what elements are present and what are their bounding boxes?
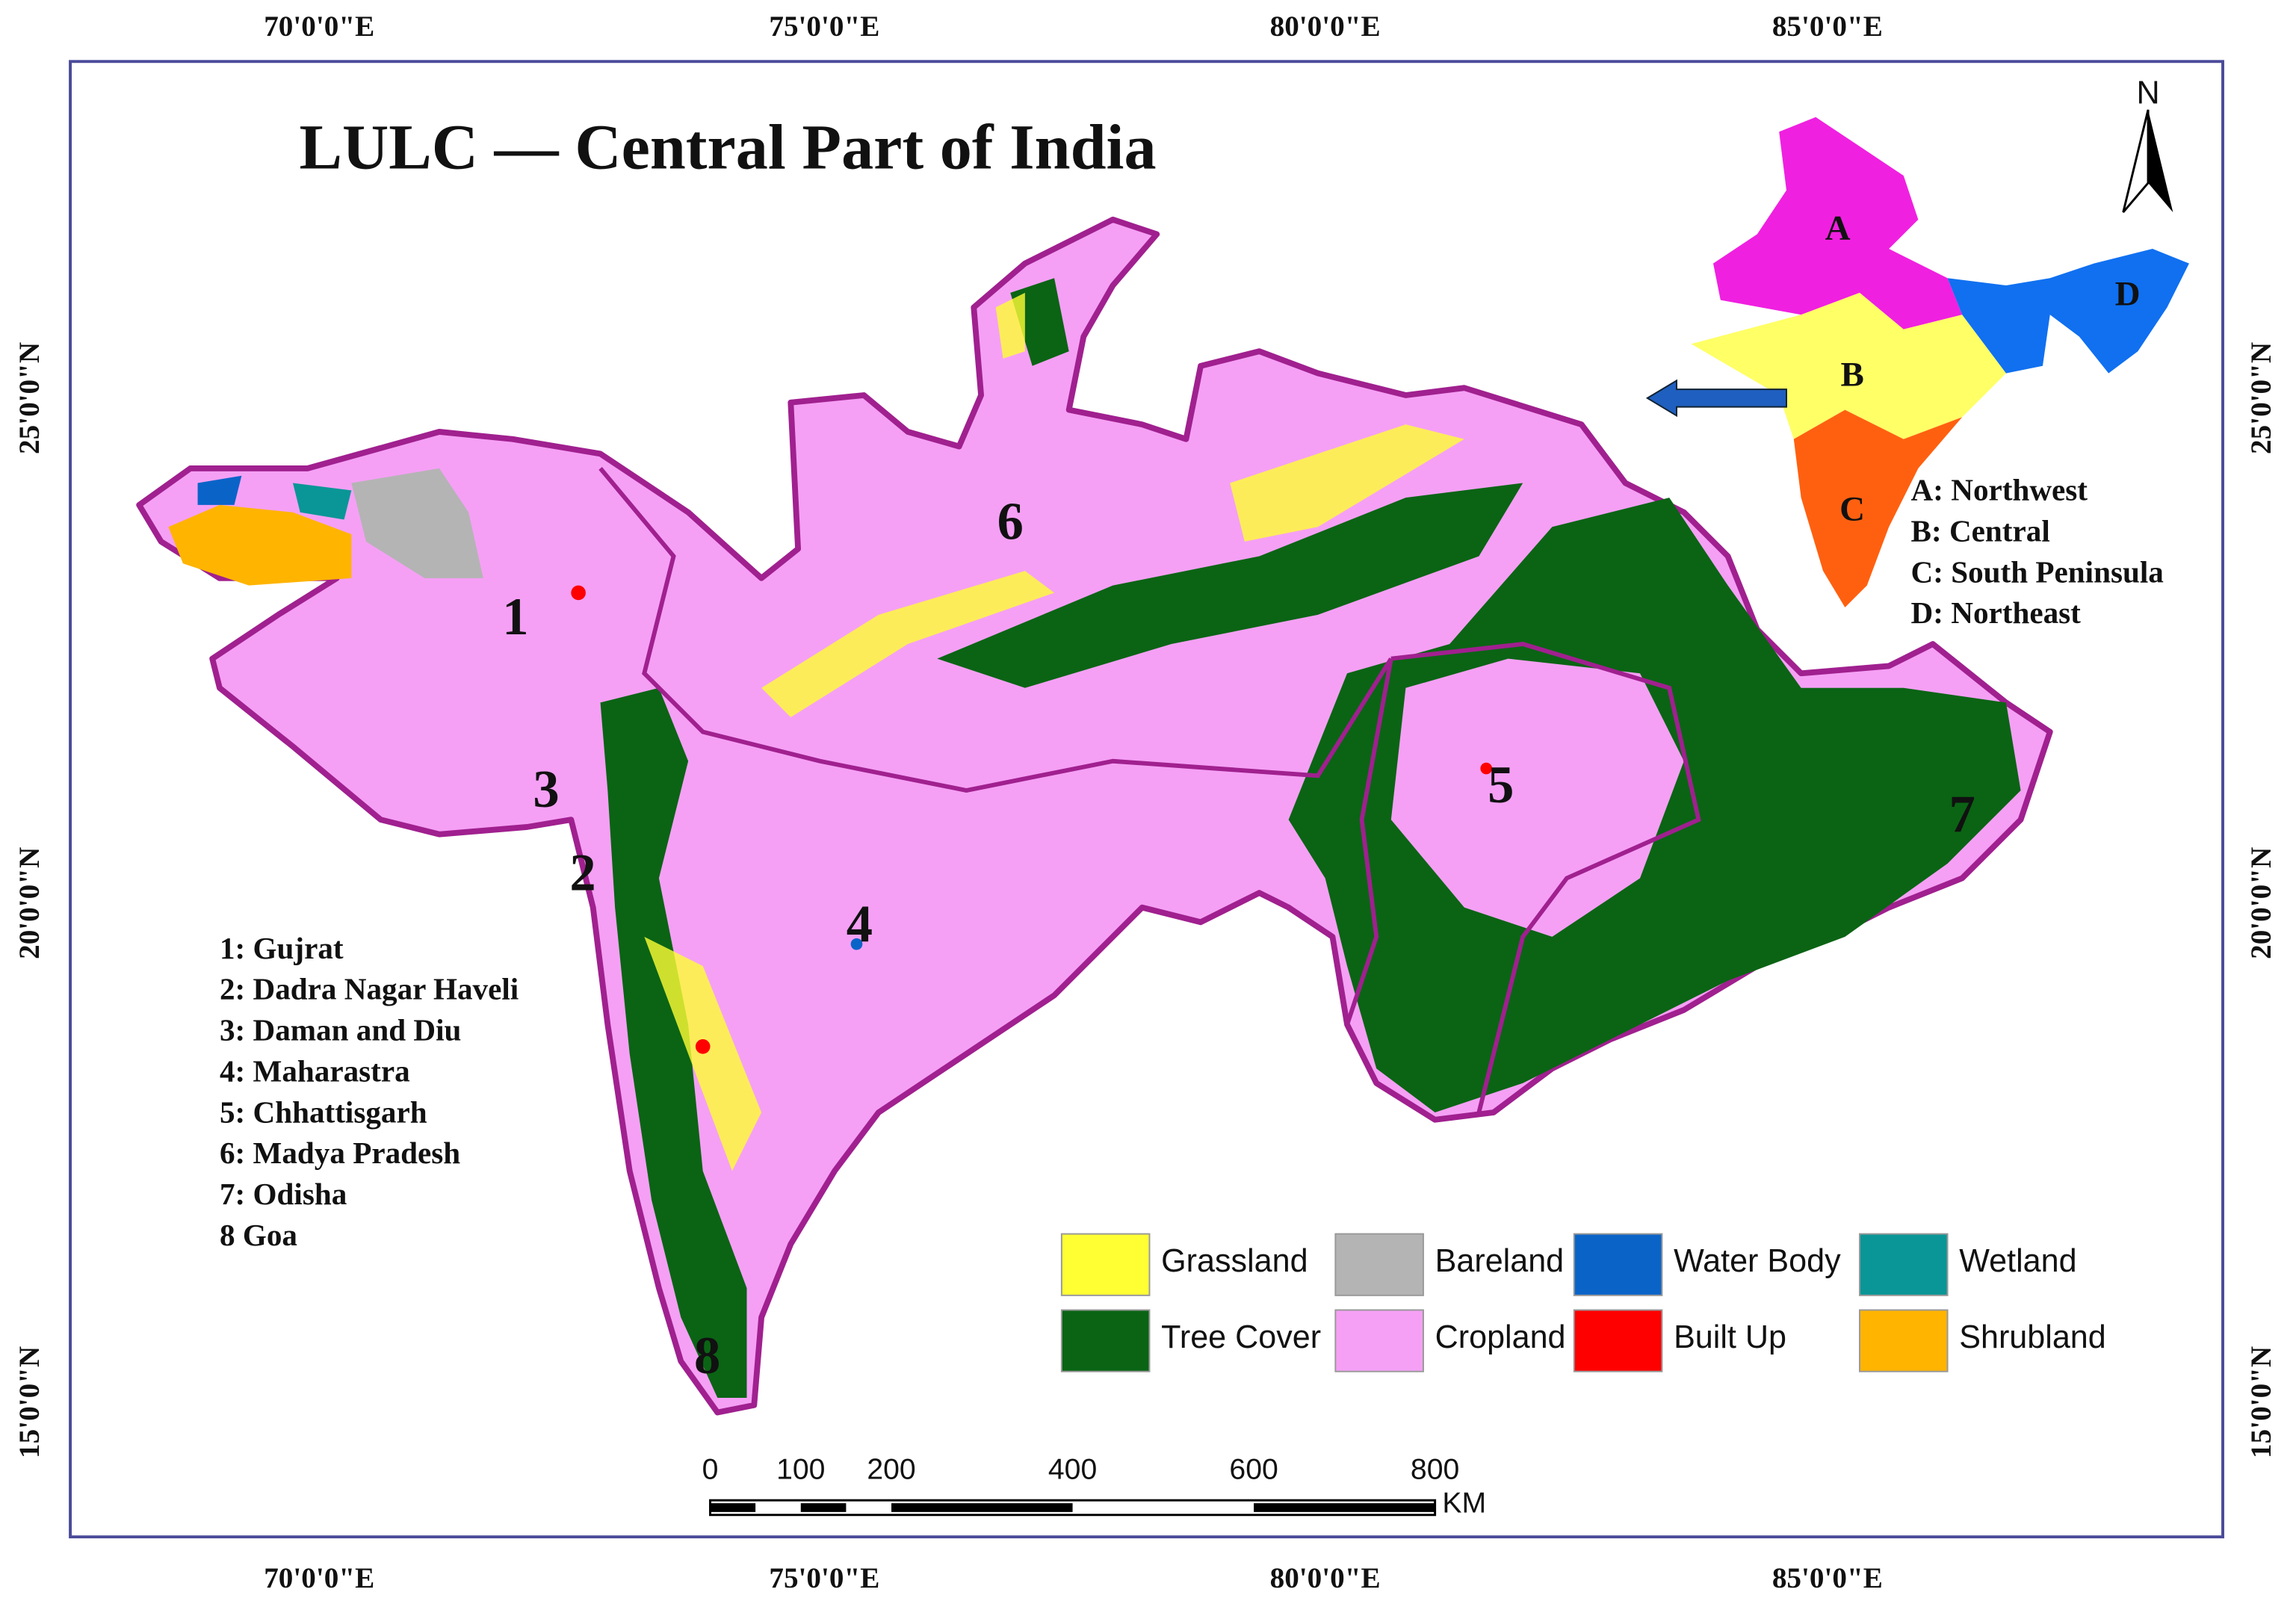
built-up-area: [695, 1039, 711, 1054]
scale-bar-segment: [891, 1503, 1073, 1512]
inset-region-d: [1947, 249, 2189, 374]
state-key-item: 4: Maharastra: [220, 1053, 410, 1088]
latitude-label: 25'0'0"N: [2245, 342, 2277, 454]
longitude-label: 85'0'0"E: [1772, 1562, 1883, 1594]
legend-label: Water Body: [1674, 1243, 1841, 1279]
inset-key-item: C: South Peninsula: [1911, 554, 2164, 589]
latitude-label: 25'0'0"N: [13, 342, 46, 454]
scale-bar-label: 600: [1229, 1453, 1278, 1485]
region-cropland: [136, 216, 2053, 1416]
scale-bar-label: 0: [702, 1453, 719, 1485]
shrubland-area: [168, 504, 352, 586]
scale-bar-segment: [710, 1503, 756, 1512]
state-key-item: 1: Gujrat: [220, 931, 344, 965]
state-key-item: 2: Dadra Nagar Haveli: [220, 972, 519, 1006]
legend-swatch: [1573, 1309, 1663, 1372]
legend-swatch: [1334, 1309, 1424, 1372]
longitude-label: 70'0'0"E: [264, 10, 374, 43]
state-key-item: 6: Madya Pradesh: [220, 1136, 460, 1170]
labels-group: 70'0'0"E 75'0'0"E 80'0'0"E 85'0'0"E 70'0'0"E…: [13, 10, 2277, 1594]
latitude-label: 20'0'0"N: [13, 847, 46, 959]
scale-bar-label: 100: [776, 1453, 825, 1485]
state-number: 6: [997, 492, 1024, 551]
longitude-label: 75'0'0"E: [769, 1562, 879, 1594]
water-area: [197, 475, 242, 505]
main-map: [136, 216, 2053, 1416]
inset-arrow: [1645, 379, 1787, 418]
legend-label: Shrubland: [1959, 1319, 2106, 1355]
inset-region-a: [1712, 117, 1963, 329]
latitude-label: 20'0'0"N: [2245, 847, 2277, 959]
longitude-label: 70'0'0"E: [264, 1562, 374, 1594]
legend-label: Wetland: [1959, 1243, 2076, 1279]
state-number: 8: [694, 1327, 720, 1385]
state-number: 3: [533, 761, 559, 819]
state-boundary: [1390, 642, 1701, 1113]
water-area: [850, 938, 863, 950]
longitude-label: 80'0'0"E: [1270, 10, 1381, 43]
inset-region-c: [1793, 409, 1963, 608]
inset-region-b: [1691, 292, 2006, 439]
bareland-area: [351, 468, 483, 578]
state-number: 5: [1488, 756, 1514, 814]
legend-swatch: [1858, 1233, 1949, 1296]
longitude-label: 85'0'0"E: [1772, 10, 1883, 43]
wetland-area: [292, 483, 352, 520]
scale-bar-unit: KM: [1442, 1487, 1486, 1519]
state-boundary: [1345, 658, 1393, 1026]
state-key-item: 7: Odisha: [220, 1177, 347, 1211]
tree-cover-area: [937, 483, 1523, 688]
state-key-item: 3: Daman and Diu: [220, 1013, 461, 1047]
scale-bar-label: 800: [1411, 1453, 1459, 1485]
inset-region-label: B: [1840, 355, 1863, 394]
legend-swatch: [1573, 1233, 1663, 1296]
legend-swatch: [1858, 1309, 1949, 1372]
state-number: 1: [502, 588, 528, 646]
scale-bar-label: 200: [867, 1453, 915, 1485]
state-number: 4: [847, 895, 873, 953]
state-boundary: [598, 467, 1393, 793]
built-up-area: [571, 585, 586, 601]
map-title: LULC — Central Part of India: [299, 111, 1156, 183]
cropland-area: [1390, 658, 1684, 937]
longitude-label: 80'0'0"E: [1270, 1562, 1381, 1594]
grassland-area: [761, 571, 1055, 717]
legend-label: Grassland: [1161, 1243, 1308, 1279]
state-number: 7: [1949, 785, 1975, 843]
built-up-area: [1480, 762, 1493, 775]
legend-label: Built Up: [1674, 1319, 1786, 1355]
inset-region-label: C: [1839, 490, 1865, 529]
legend-swatch: [1060, 1309, 1151, 1372]
scale-bar-label: 400: [1048, 1453, 1097, 1485]
longitude-label: 75'0'0"E: [769, 10, 879, 43]
inset-key-item: D: Northeast: [1911, 595, 2082, 630]
inset-key-item: B: Central: [1911, 514, 2050, 548]
north-label: N: [2136, 75, 2159, 111]
inset-key-item: A: Northwest: [1911, 473, 2088, 507]
legend-label: Cropland: [1435, 1319, 1566, 1355]
legend-swatch: [1334, 1233, 1424, 1296]
inset-region-label: A: [1825, 208, 1851, 247]
state-key-item: 8 Goa: [220, 1218, 297, 1252]
scale-bar-segment: [800, 1503, 847, 1512]
grassland-area: [995, 292, 1025, 359]
state-number: 2: [569, 844, 595, 903]
inset-map: [1645, 117, 2189, 608]
inset-region-label: D: [2115, 275, 2141, 314]
grassland-area: [1230, 424, 1464, 542]
state-key-item: 5: Chhattisgarh: [220, 1095, 427, 1129]
scale-bar-segment: [1254, 1503, 1435, 1512]
legend-swatch: [1060, 1233, 1151, 1296]
tree-cover-area: [600, 687, 747, 1399]
legend-label: Bareland: [1435, 1243, 1565, 1279]
latitude-label: 15'0'0"N: [2245, 1346, 2277, 1458]
latitude-label: 15'0'0"N: [13, 1346, 46, 1458]
legend-label: Tree Cover: [1161, 1319, 1321, 1355]
